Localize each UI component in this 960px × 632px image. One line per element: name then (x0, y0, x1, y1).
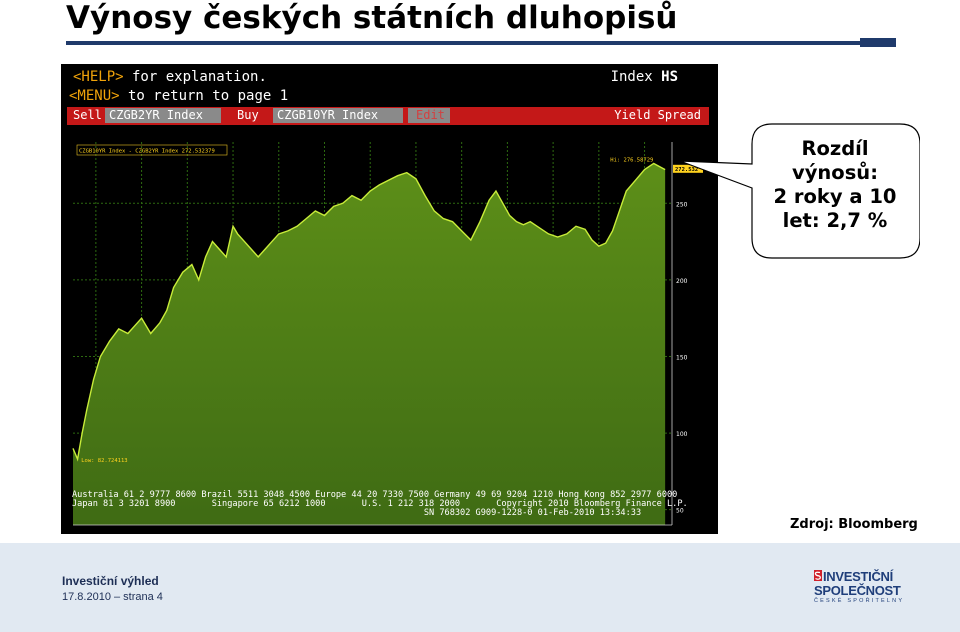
footer-title: Investiční výhled (62, 574, 159, 588)
menu-key: <MENU> (69, 88, 120, 104)
last-value-label: 272.532 (675, 167, 698, 173)
high-annotation: Hi: 276.58729 (610, 157, 653, 163)
y-tick-label: 100 (676, 431, 688, 438)
index-label: Index HS (611, 69, 678, 85)
yield-spread-label: Yield Spread (614, 108, 701, 122)
bloomberg-contact-footer: Australia 61 2 9777 8600 Brazil 5511 304… (72, 491, 688, 518)
logo-line1: INVESTIČNÍ (823, 569, 893, 584)
company-logo: INVESTIČNÍ SPOLEČNOST ČESKÉ SPOŘITELNY (812, 569, 902, 607)
menu-text: to return to page 1 (119, 88, 289, 104)
callout-line: výnosů: (792, 161, 878, 184)
logo-line2: SPOLEČNOST (814, 583, 901, 598)
buy-security-field: CZGB10YR Index (273, 108, 403, 123)
buy-label: Buy (237, 108, 259, 122)
last-value-tag (673, 164, 703, 173)
footer-date-page: 17.8.2010 – strana 4 (62, 591, 163, 603)
sell-security-field: CZGB2YR Index (105, 108, 221, 123)
y-tick-label: 50 (676, 508, 684, 515)
index-code: HS (661, 69, 678, 85)
callout-line: Rozdíl (801, 137, 869, 160)
yield-spread-chart: 50100150200250JanFebMarAprMayJunJulAugSe… (72, 142, 703, 526)
bloomberg-terminal-screenshot: <HELP> for explanation. <MENU> to return… (61, 64, 718, 534)
terminal-toolbar: Sell CZGB2YR Index Buy CZGB10YR Index Ed… (67, 107, 709, 125)
series-line (72, 162, 666, 462)
y-tick-label: 150 (676, 354, 688, 361)
legend-box (76, 144, 228, 156)
source-note: Zdroj: Bloomberg (790, 517, 918, 532)
series-area (73, 163, 666, 525)
help-line: <HELP> for explanation. (73, 69, 267, 85)
callout-line: let: 2,7 % (782, 209, 888, 232)
logo-s-mark-icon (814, 570, 822, 581)
y-tick-label: 250 (676, 201, 688, 208)
sell-label: Sell (73, 108, 102, 122)
callout-text: Rozdíl výnosů: 2 roky a 10 let: 2,7 % (760, 137, 910, 233)
title-underline (66, 41, 896, 45)
callout-line: 2 roky a 10 (773, 185, 897, 208)
low-annotation: Low: 82.724113 (81, 458, 127, 464)
page-title: Výnosy českých státních dluhopisů (66, 0, 678, 36)
terminal-footer-line: SN 768302 G909-1228-0 01-Feb-2010 13:34:… (72, 508, 642, 518)
terminal-footer-line: Australia 61 2 9777 8600 Brazil 5511 304… (72, 490, 678, 500)
legend-label: CZGB10YR Index - CZGB2YR Index 272.53237… (79, 149, 215, 155)
help-text: for explanation. (123, 69, 267, 85)
menu-line: <MENU> to return to page 1 (69, 88, 288, 104)
title-underline-cap (860, 38, 896, 47)
terminal-footer-line: Japan 81 3 3201 8900 Singapore 65 6212 1… (72, 499, 688, 509)
slide-footer: Investiční výhled 17.8.2010 – strana 4 (0, 543, 960, 632)
edit-button: Edit (408, 108, 450, 123)
index-prefix: Index (610, 69, 662, 85)
y-tick-label: 200 (676, 278, 688, 285)
callout-bubble (679, 123, 920, 259)
logo-line3: ČESKÉ SPOŘITELNY (814, 598, 905, 604)
help-key: <HELP> (73, 69, 124, 85)
